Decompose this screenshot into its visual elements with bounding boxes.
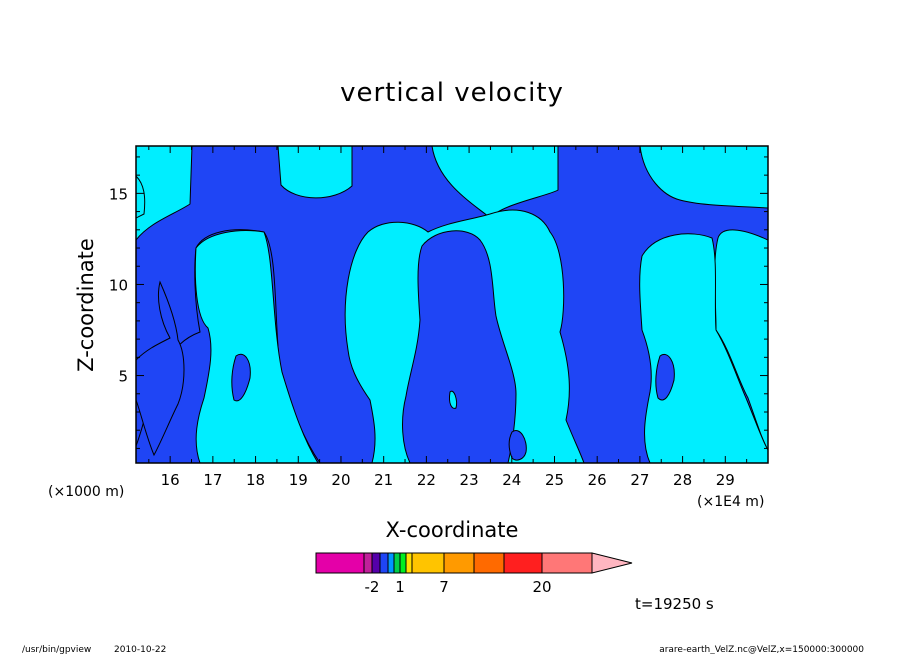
contour-small-right bbox=[655, 354, 675, 401]
colorbar-extend-arrow bbox=[591, 552, 633, 574]
colorbar-tick-label: 7 bbox=[439, 578, 449, 596]
x-tick-label: 20 bbox=[331, 471, 350, 489]
contour-edge-left bbox=[136, 175, 146, 219]
colorbar-segment bbox=[393, 552, 401, 574]
x-tick-label: 22 bbox=[417, 471, 436, 489]
x-tick-label: 29 bbox=[716, 471, 735, 489]
colorbar-segment bbox=[315, 552, 365, 574]
colorbar-tick-label: 1 bbox=[395, 578, 405, 596]
contour-upwelling-right bbox=[639, 233, 768, 463]
footer-program: /usr/bin/gpview bbox=[22, 645, 91, 654]
x-tick-label: 28 bbox=[673, 471, 692, 489]
x-scale-label: (×1E4 m) bbox=[697, 494, 764, 510]
chart-title: vertical velocity bbox=[340, 78, 564, 108]
colorbar-segment bbox=[387, 552, 395, 574]
y-tick-label: 10 bbox=[109, 276, 128, 294]
colorbar-segment bbox=[405, 552, 413, 574]
colorbar-segment bbox=[443, 552, 475, 574]
contour-small-left bbox=[231, 353, 251, 402]
y-axis-label: Z-coordinate bbox=[74, 238, 98, 372]
colorbar-segment bbox=[411, 552, 445, 574]
colorbar-segment bbox=[371, 552, 381, 574]
x-unit-label: (×1000 m) bbox=[48, 484, 124, 500]
x-tick-label: 17 bbox=[203, 471, 222, 489]
colorbar-segment bbox=[541, 552, 593, 574]
colorbar-segment bbox=[399, 552, 407, 574]
y-axis-ticks: 5 10 15 bbox=[109, 156, 768, 449]
x-tick-label: 25 bbox=[545, 471, 564, 489]
plot-area: 16 17 18 19 20 21 22 23 24 25 26 27 28 29 5 10 15 bbox=[109, 145, 769, 489]
x-tick-label: 24 bbox=[502, 471, 521, 489]
contour-fill-layer bbox=[136, 146, 768, 463]
colorbar-segment bbox=[379, 552, 389, 574]
contour-small-bottom bbox=[508, 430, 527, 461]
contour-tiny-center bbox=[449, 390, 457, 409]
footer-date: 2010-10-22 bbox=[114, 645, 166, 654]
x-tick-label: 27 bbox=[630, 471, 649, 489]
x-axis-label: X-coordinate bbox=[386, 518, 519, 542]
contour-blobs bbox=[136, 146, 768, 463]
x-tick-label: 21 bbox=[374, 471, 393, 489]
x-tick-label: 16 bbox=[161, 471, 180, 489]
y-tick-label: 15 bbox=[109, 185, 128, 203]
colorbar-segment bbox=[473, 552, 505, 574]
colorbar-tick-label: 20 bbox=[532, 578, 551, 596]
x-tick-label: 23 bbox=[460, 471, 479, 489]
colorbar: -2 1 7 20 bbox=[315, 552, 633, 596]
contour-downdraft-center bbox=[402, 230, 517, 463]
y-tick-label: 5 bbox=[118, 368, 128, 386]
x-axis-ticks: 16 17 18 19 20 21 22 23 24 25 26 27 28 29 bbox=[148, 146, 748, 489]
colorbar-tick-label: -2 bbox=[365, 578, 380, 596]
time-label: t=19250 s bbox=[635, 595, 714, 613]
contour-negative-left-edge bbox=[136, 280, 185, 457]
colorbar-segment bbox=[503, 552, 543, 574]
x-tick-label: 19 bbox=[289, 471, 308, 489]
colorbar-segment bbox=[363, 552, 373, 574]
x-tick-label: 26 bbox=[588, 471, 607, 489]
plot-frame bbox=[135, 145, 769, 464]
x-tick-label: 18 bbox=[246, 471, 265, 489]
footer-source: arare-earth_VelZ.nc@VelZ,x=150000:300000 bbox=[659, 645, 864, 654]
